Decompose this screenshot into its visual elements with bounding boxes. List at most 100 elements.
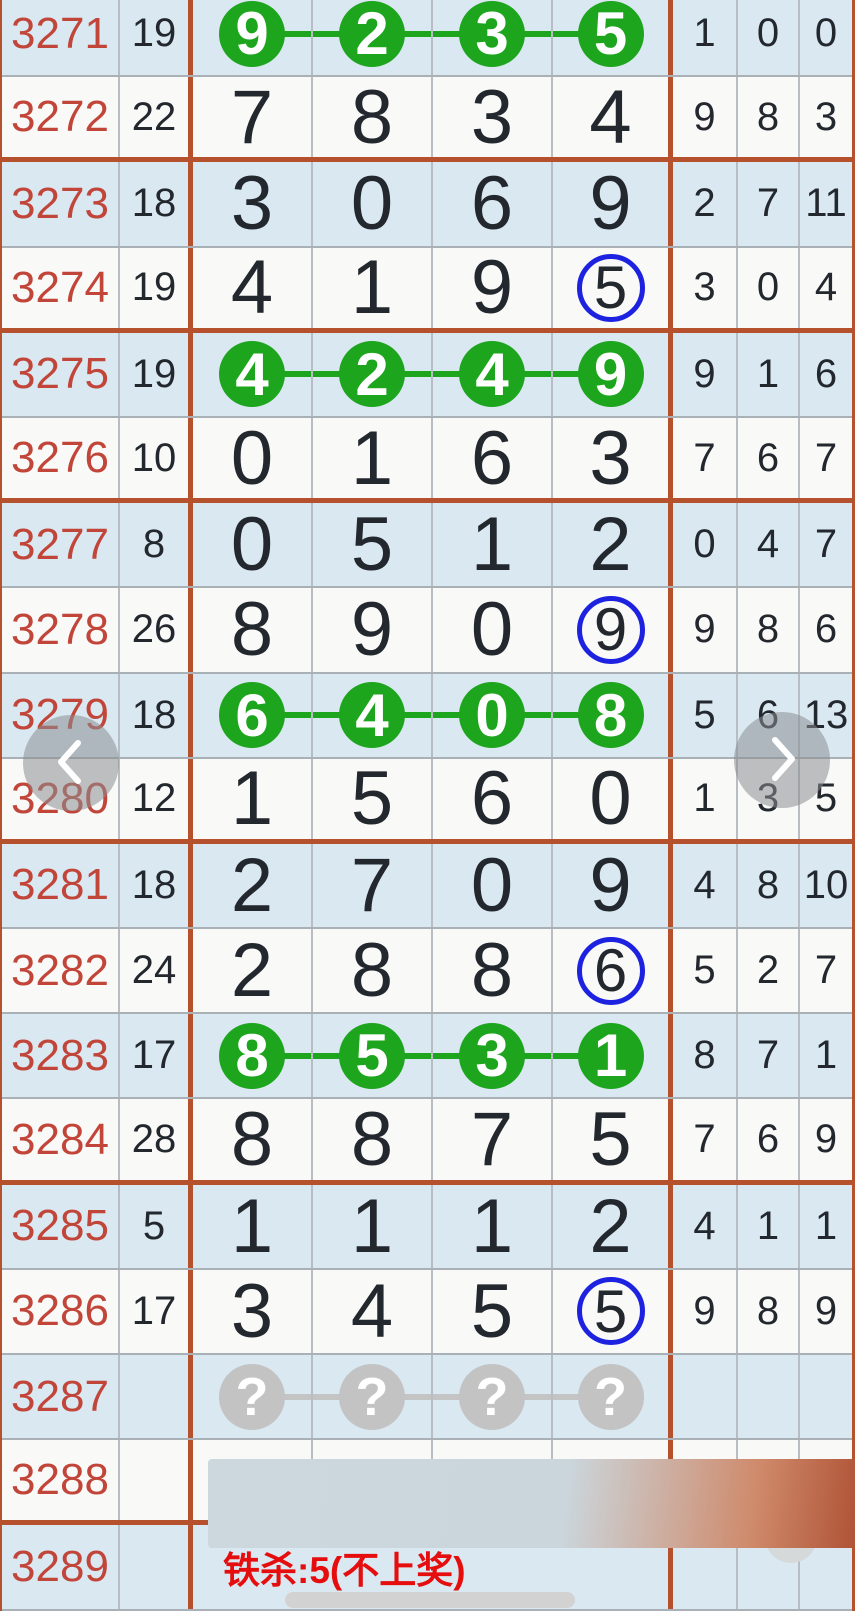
- win-circle: 6: [219, 682, 285, 749]
- count-cell: 8: [738, 843, 800, 928]
- win-circle: 8: [577, 682, 644, 749]
- count-cell: 0: [814, 11, 838, 56]
- period-cell: 3281: [2, 843, 120, 928]
- bottom-indicator-bar: [285, 1592, 575, 1608]
- main-digit-cell: 6: [433, 756, 553, 841]
- count-cell: 6: [814, 351, 838, 396]
- main-digit-cell: 6: [193, 673, 313, 757]
- main-digit-cell: 0: [433, 673, 553, 757]
- count-cell: 8: [738, 588, 800, 672]
- table-row: 3283 17 8 5 3 1 8 7 1: [2, 1014, 852, 1100]
- main-digit-cell: 9: [193, 0, 313, 76]
- count-cell: 1: [738, 332, 800, 416]
- kill-number-note: 铁杀:5(不上奖): [223, 1549, 466, 1591]
- count-cell: 3: [673, 247, 738, 328]
- sum-cell: 12: [120, 758, 193, 839]
- table-row: 3276 10 0 1 6 3 7 6 7: [2, 416, 852, 504]
- main-digit-cell: 9: [433, 245, 553, 330]
- next-page-button[interactable]: [734, 712, 830, 808]
- main-digit-cell: 5: [553, 0, 673, 76]
- count-cell: 5: [673, 673, 738, 757]
- main-digit-cell: 2: [313, 332, 433, 416]
- win-circle: 3: [459, 1022, 525, 1089]
- table-row: 3286 17 3 4 5 5 9 8 9: [2, 1269, 852, 1355]
- table-row: 3282 24 2 8 8 6 5 2 7: [2, 928, 852, 1015]
- count-cell: [738, 1355, 800, 1439]
- sum-cell: 19: [120, 0, 193, 76]
- chevron-left-icon: [49, 736, 93, 791]
- win-circle: 4: [219, 341, 285, 408]
- pending-circle: ?: [219, 1363, 285, 1430]
- count-cell: 3: [814, 94, 838, 139]
- sum-cell: 24: [120, 929, 193, 1013]
- main-digit-cell: 0: [193, 502, 313, 587]
- count-cell: 10: [803, 862, 849, 907]
- main-digit-cell: 7: [313, 843, 433, 928]
- main-digit-cell: 0: [433, 843, 553, 928]
- main-digit-cell: ?: [193, 1355, 313, 1439]
- period-cell: 3276: [2, 417, 120, 499]
- main-digit-cell: 0: [193, 416, 313, 501]
- main-digit-cell: ?: [313, 1355, 433, 1439]
- main-digit-cell: 5: [313, 502, 433, 587]
- main-digit-cell: 3: [433, 0, 553, 76]
- sum-cell: 5: [120, 1184, 193, 1268]
- prev-page-button[interactable]: [23, 715, 119, 811]
- period-cell: 3284: [2, 1099, 120, 1180]
- ad-banner[interactable]: [208, 1459, 855, 1548]
- count-cell: 6: [814, 607, 838, 652]
- main-digit-cell: 1: [433, 502, 553, 587]
- pending-connector: [253, 1393, 613, 1400]
- table-row: 3273 18 3 0 6 9 2 7 11: [2, 161, 852, 248]
- count-cell: [673, 1525, 738, 1609]
- main-digit-cell: 2: [313, 0, 433, 76]
- main-digit-cell: 0: [313, 161, 433, 246]
- count-cell: 4: [738, 503, 800, 587]
- main-digit-cell: 4: [313, 673, 433, 757]
- sum-cell: 10: [120, 417, 193, 499]
- count-cell: 8: [738, 1269, 800, 1353]
- main-digit-cell: 1: [193, 1184, 313, 1269]
- count-cell: 6: [738, 417, 800, 499]
- count-cell: 7: [738, 162, 800, 246]
- table-row: 3278 26 8 9 0 9 9 8 6: [2, 587, 852, 674]
- win-circle: 3: [459, 0, 525, 67]
- main-digit-cell: 1: [193, 756, 313, 841]
- table-row: 3277 8 0 5 1 2 0 4 7: [2, 502, 852, 589]
- count-cell: 9: [814, 1117, 838, 1162]
- period-cell: 3283: [2, 1014, 120, 1098]
- pending-circle: ?: [577, 1363, 644, 1430]
- count-cell: 1: [673, 758, 738, 839]
- count-cell: 7: [814, 435, 838, 480]
- sum-cell: [120, 1525, 193, 1609]
- blue-ring: 9: [576, 595, 645, 664]
- main-digit-cell: 8: [313, 75, 433, 160]
- main-digit-cell: 8: [553, 673, 673, 757]
- period-cell: 3273: [2, 162, 120, 246]
- count-cell: 7: [814, 948, 838, 993]
- main-digit-cell: 7: [433, 1097, 553, 1182]
- win-circle: 9: [577, 341, 644, 408]
- main-digit-cell: 4: [433, 332, 553, 416]
- period-cell: 3286: [2, 1269, 120, 1353]
- win-circle: 2: [339, 341, 405, 408]
- win-circle: 4: [339, 682, 405, 749]
- win-connector: [253, 1052, 613, 1059]
- note-cell: 铁杀:5(不上奖): [193, 1525, 673, 1609]
- main-digit-cell: 3: [553, 416, 673, 501]
- count-cell: 9: [673, 1269, 738, 1353]
- table-row: 3275 19 4 2 4 9 9 1 6: [2, 332, 852, 418]
- period-cell: 3288: [2, 1440, 120, 1521]
- sum-cell: 18: [120, 673, 193, 757]
- main-digit-cell: 9: [553, 161, 673, 246]
- table-row: 3280121560135: [2, 756, 852, 844]
- win-circle: 8: [219, 1022, 285, 1089]
- win-circle: 9: [219, 0, 285, 67]
- main-digit-cell: 5: [553, 1269, 673, 1353]
- count-cell: 9: [673, 332, 738, 416]
- period-cell: 3287: [2, 1355, 120, 1439]
- main-digit-cell: 3: [193, 1269, 313, 1354]
- main-digit-cell: ?: [553, 1355, 673, 1439]
- main-digit-cell: 1: [433, 1184, 553, 1269]
- count-cell: 1: [673, 0, 738, 76]
